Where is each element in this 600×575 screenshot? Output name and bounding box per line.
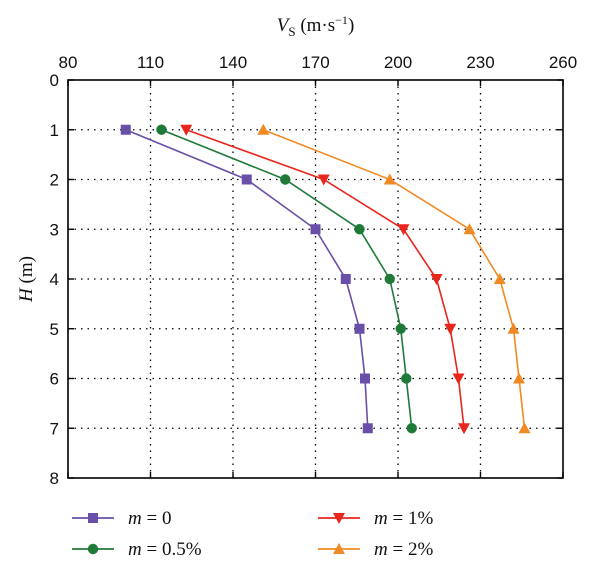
series-2 xyxy=(180,124,470,435)
legend-item: m = 0 xyxy=(72,508,171,529)
axis-layer: 80 110 140 170 200 230 260 0 1 2 3 4 5 6 7 8 VS (m·s−1) H… xyxy=(16,13,577,488)
series-1 xyxy=(156,124,417,434)
legend-label-rest: = 0.5% xyxy=(142,539,202,560)
data-point xyxy=(354,224,365,235)
data-point xyxy=(360,373,370,384)
y-axis-title: H (m) xyxy=(16,256,37,303)
y-tick-label: 1 xyxy=(50,121,59,140)
data-point xyxy=(444,323,457,335)
y-tick-label: 8 xyxy=(50,469,59,488)
legend-label-var: m xyxy=(374,539,388,560)
y-tick-label: 3 xyxy=(50,220,59,239)
grid-layer xyxy=(68,80,563,478)
legend-label-rest: = 0 xyxy=(142,508,172,529)
series-layer xyxy=(120,123,531,435)
y-tick-label: 7 xyxy=(50,419,59,438)
x-tick-label: 230 xyxy=(466,53,494,72)
y-axis-title-unit: (m) xyxy=(16,256,37,288)
legend-item: m = 0.5% xyxy=(72,539,202,560)
legend-marker xyxy=(333,513,345,524)
data-point xyxy=(354,323,365,334)
legend-label-var: m xyxy=(128,539,142,560)
legend-marker xyxy=(87,543,99,555)
legend-label: m = 0.5% xyxy=(128,539,202,560)
x-tick-label: 80 xyxy=(59,53,78,72)
data-point xyxy=(317,174,330,186)
legend-label-rest: = 1% xyxy=(388,508,434,529)
data-point xyxy=(507,322,520,334)
legend-marker xyxy=(88,513,98,523)
x-tick-label: 200 xyxy=(384,53,412,72)
x-axis-title-close: ) xyxy=(348,15,354,36)
data-point xyxy=(513,372,525,384)
legend-label-var: m xyxy=(128,508,142,529)
x-axis-title-sub: S xyxy=(288,24,295,39)
legend-label-rest: = 2% xyxy=(388,539,434,560)
data-point xyxy=(395,323,406,334)
series-0 xyxy=(120,124,373,434)
series-3 xyxy=(257,123,531,434)
data-point xyxy=(257,123,270,135)
data-point xyxy=(384,273,395,285)
x-axis-title-sup: −1 xyxy=(335,13,348,27)
data-point xyxy=(180,124,193,136)
x-tick-label: 170 xyxy=(301,53,329,72)
legend-label: m = 1% xyxy=(374,508,433,529)
data-point xyxy=(120,124,131,135)
legend-item: m = 2% xyxy=(318,539,433,560)
legend-label: m = 0 xyxy=(128,508,171,529)
legend-layer: m = 0m = 0.5%m = 1%m = 2% xyxy=(72,508,433,560)
data-point xyxy=(383,173,396,185)
legend-label-var: m xyxy=(374,508,388,529)
data-point xyxy=(362,423,373,434)
y-axis-title-var: H xyxy=(16,287,37,303)
data-point xyxy=(493,273,506,284)
data-point xyxy=(452,373,465,385)
legend-label: m = 2% xyxy=(374,539,433,560)
x-axis-title-unit: (m·s xyxy=(296,15,336,36)
data-point xyxy=(241,174,252,185)
y-tick-label: 5 xyxy=(50,320,59,339)
data-point xyxy=(430,274,443,285)
x-tick-label: 140 xyxy=(219,53,247,72)
data-point xyxy=(518,422,531,434)
data-point xyxy=(310,224,321,235)
x-axis-title-var: V xyxy=(277,15,291,36)
y-tick-label: 2 xyxy=(50,171,59,190)
y-tick-label: 6 xyxy=(50,370,59,389)
y-tick-label: 0 xyxy=(50,71,59,90)
x-tick-label: 260 xyxy=(549,53,577,72)
x-tick-label: 110 xyxy=(137,53,164,72)
y-tick-label: 4 xyxy=(50,270,59,289)
data-point xyxy=(397,224,410,236)
data-point xyxy=(463,223,476,235)
data-point xyxy=(401,373,412,384)
x-axis-title: VS (m·s−1) xyxy=(277,13,355,39)
legend-marker xyxy=(333,543,345,554)
data-point xyxy=(406,423,417,434)
data-point xyxy=(156,124,167,135)
data-point xyxy=(458,423,470,435)
legend-item: m = 1% xyxy=(318,508,433,529)
data-point xyxy=(280,174,291,185)
data-point xyxy=(340,274,351,284)
